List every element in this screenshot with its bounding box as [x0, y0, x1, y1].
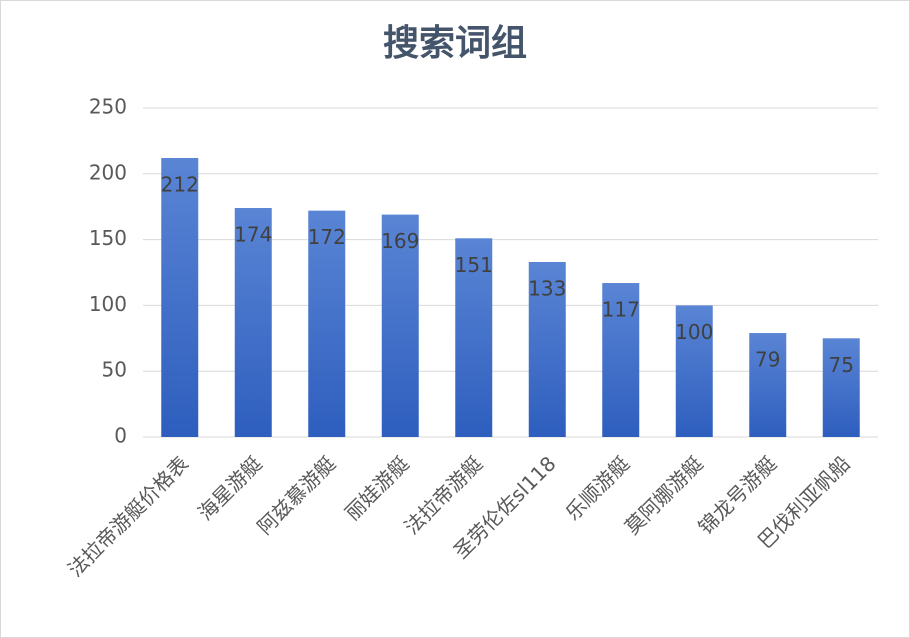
data-label: 100 [675, 320, 713, 344]
bar [528, 261, 566, 437]
bar [161, 158, 199, 437]
data-label: 75 [829, 353, 854, 377]
data-label: 151 [455, 253, 493, 277]
y-tick-label: 50 [102, 358, 127, 382]
bar [822, 338, 860, 437]
data-label: 133 [528, 276, 566, 300]
y-tick-label: 100 [89, 292, 127, 316]
data-label: 79 [755, 348, 780, 372]
y-tick-label: 250 [89, 95, 127, 119]
bar [381, 214, 419, 437]
data-label: 172 [308, 225, 346, 249]
bar [675, 305, 713, 437]
chart-title: 搜索词组 [383, 23, 527, 64]
bar [749, 333, 787, 437]
y-tick-label: 200 [89, 160, 127, 184]
bar [234, 208, 272, 437]
data-label: 117 [602, 298, 640, 322]
y-tick-label: 150 [89, 226, 127, 250]
bar [602, 283, 640, 437]
y-tick-label: 0 [114, 424, 127, 448]
bar [455, 238, 493, 437]
bar [308, 210, 346, 437]
data-label: 212 [161, 173, 199, 197]
data-label: 174 [234, 223, 272, 247]
data-label: 169 [381, 229, 419, 253]
